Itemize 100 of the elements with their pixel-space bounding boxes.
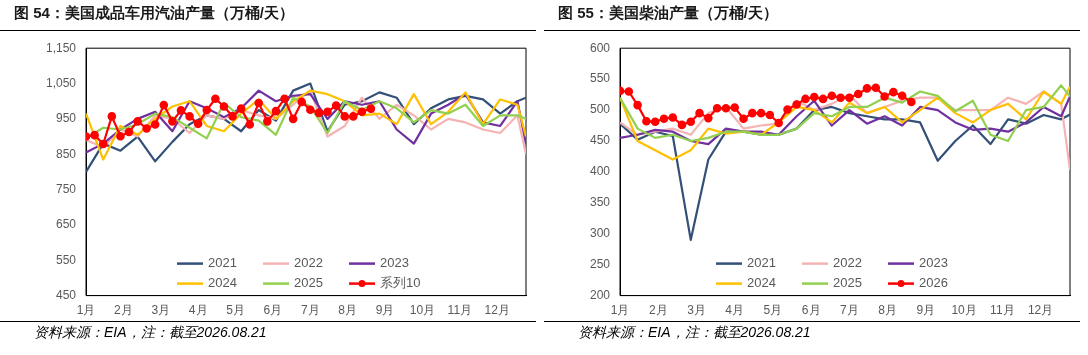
point [236, 104, 246, 113]
x-tick-label: 7月 [300, 303, 320, 318]
point [783, 105, 792, 114]
y-tick-label: 250 [589, 256, 611, 271]
x-tick-label: 11月 [447, 303, 473, 318]
legend-label: 2024 [208, 275, 237, 291]
point [889, 87, 898, 97]
x-tick-label: 6月 [801, 303, 821, 318]
point [721, 103, 731, 113]
point [323, 107, 332, 117]
point [98, 139, 108, 149]
point [739, 114, 748, 124]
x-tick-label: 12月 [1027, 303, 1054, 318]
point [211, 94, 220, 104]
x-tick-label: 3月 [151, 303, 171, 318]
point [331, 101, 341, 110]
point [695, 108, 704, 118]
point [185, 112, 194, 121]
point [756, 108, 766, 118]
y-tick-label: 450 [56, 287, 77, 302]
point [871, 83, 881, 93]
point [245, 120, 255, 129]
point [297, 97, 307, 107]
y-tick-label: 550 [56, 252, 77, 267]
legend-label: 2023 [380, 255, 409, 271]
point [624, 87, 634, 96]
x-tick-label: 2月 [648, 303, 668, 318]
point [254, 98, 264, 108]
point [818, 94, 828, 104]
x-tick-label: 10月 [409, 303, 436, 318]
point [357, 107, 367, 117]
y-tick-label: 750 [56, 181, 77, 196]
legend-label: 2025 [833, 275, 862, 291]
x-tick-label: 9月 [916, 303, 936, 318]
point [650, 117, 660, 127]
legend-label: 2023 [919, 255, 948, 271]
y-tick-label: 350 [589, 195, 611, 210]
legend-label: 2024 [747, 275, 776, 291]
x-tick-label: 4月 [188, 303, 208, 318]
legend-label: 2022 [294, 255, 323, 271]
x-tick-label: 10月 [951, 303, 977, 318]
point [686, 117, 696, 127]
point [748, 108, 757, 118]
point [133, 117, 142, 126]
point [730, 103, 740, 112]
y-tick-label: 400 [589, 164, 611, 179]
point [263, 117, 272, 126]
point [792, 100, 801, 109]
x-tick-label: 5月 [763, 303, 783, 318]
x-tick-label: 6月 [263, 303, 283, 318]
legend-label: 2021 [208, 255, 237, 271]
point [176, 106, 186, 115]
legend-label: 系列10 [380, 275, 421, 291]
point [897, 91, 907, 101]
x-tick-label: 1月 [76, 303, 96, 318]
point [801, 94, 810, 104]
point [142, 124, 151, 133]
point [159, 100, 169, 110]
y-tick-label: 1,150 [46, 40, 77, 55]
point [349, 112, 358, 121]
x-tick-label: 11月 [990, 303, 1015, 318]
point [862, 84, 872, 93]
point [271, 106, 281, 116]
point [827, 91, 837, 101]
legend-label: 2026 [919, 275, 948, 291]
chart-title: 图 55：美国柴油产量（万桶/天） [544, 0, 1080, 31]
legend-label: 2022 [833, 255, 862, 271]
point [668, 113, 678, 122]
y-tick-label: 650 [56, 217, 77, 232]
x-tick-label: 7月 [840, 303, 859, 318]
point [280, 94, 289, 104]
point [907, 97, 916, 107]
point [642, 116, 651, 126]
y-tick-label: 600 [589, 40, 611, 55]
point [168, 117, 177, 126]
point [288, 114, 298, 124]
y-tick-label: 200 [589, 287, 611, 302]
point [880, 92, 889, 101]
point [845, 93, 854, 102]
point [853, 89, 863, 99]
x-tick-label: 12月 [484, 303, 510, 318]
point [116, 131, 125, 141]
y-tick-label: 850 [56, 146, 77, 161]
y-tick-label: 950 [56, 111, 77, 126]
x-tick-label: 8月 [338, 303, 358, 318]
point [836, 93, 845, 102]
chart-title: 图 54：美国成品车用汽油产量（万桶/天） [0, 0, 536, 31]
x-tick-label: 1月 [610, 303, 630, 318]
y-tick-label: 1,050 [46, 75, 77, 90]
point [774, 118, 783, 128]
x-tick-label: 5月 [226, 303, 245, 318]
point [677, 120, 687, 130]
x-tick-label: 9月 [375, 303, 395, 318]
point [314, 108, 324, 118]
point [633, 100, 642, 110]
text: 资料来源：EIA，注：截至2026.08.21 [544, 321, 1080, 342]
x-tick-label: 4月 [725, 303, 745, 318]
x-tick-label: 2月 [114, 303, 133, 318]
point [340, 112, 349, 121]
point [659, 114, 669, 124]
